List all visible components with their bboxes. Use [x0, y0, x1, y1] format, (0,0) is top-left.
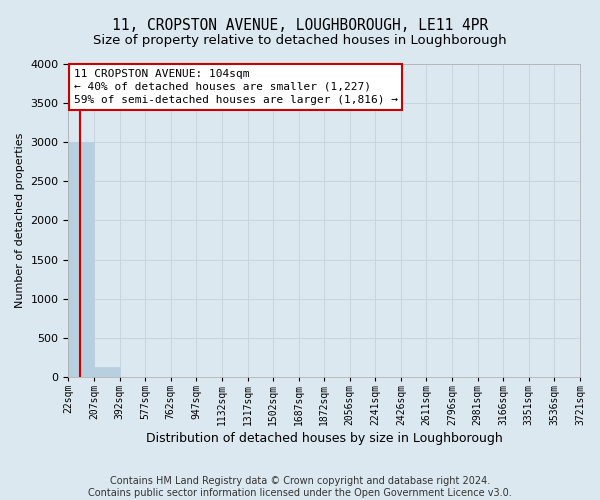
Bar: [94, 367, 119, 377]
Text: Size of property relative to detached houses in Loughborough: Size of property relative to detached ho…: [93, 34, 507, 47]
Bar: [68, 142, 94, 377]
X-axis label: Distribution of detached houses by size in Loughborough: Distribution of detached houses by size …: [146, 432, 503, 445]
Text: Contains HM Land Registry data © Crown copyright and database right 2024.
Contai: Contains HM Land Registry data © Crown c…: [88, 476, 512, 498]
Text: 11, CROPSTON AVENUE, LOUGHBOROUGH, LE11 4PR: 11, CROPSTON AVENUE, LOUGHBOROUGH, LE11 …: [112, 18, 488, 32]
Y-axis label: Number of detached properties: Number of detached properties: [15, 133, 25, 308]
Text: 11 CROPSTON AVENUE: 104sqm
← 40% of detached houses are smaller (1,227)
59% of s: 11 CROPSTON AVENUE: 104sqm ← 40% of deta…: [74, 68, 398, 105]
